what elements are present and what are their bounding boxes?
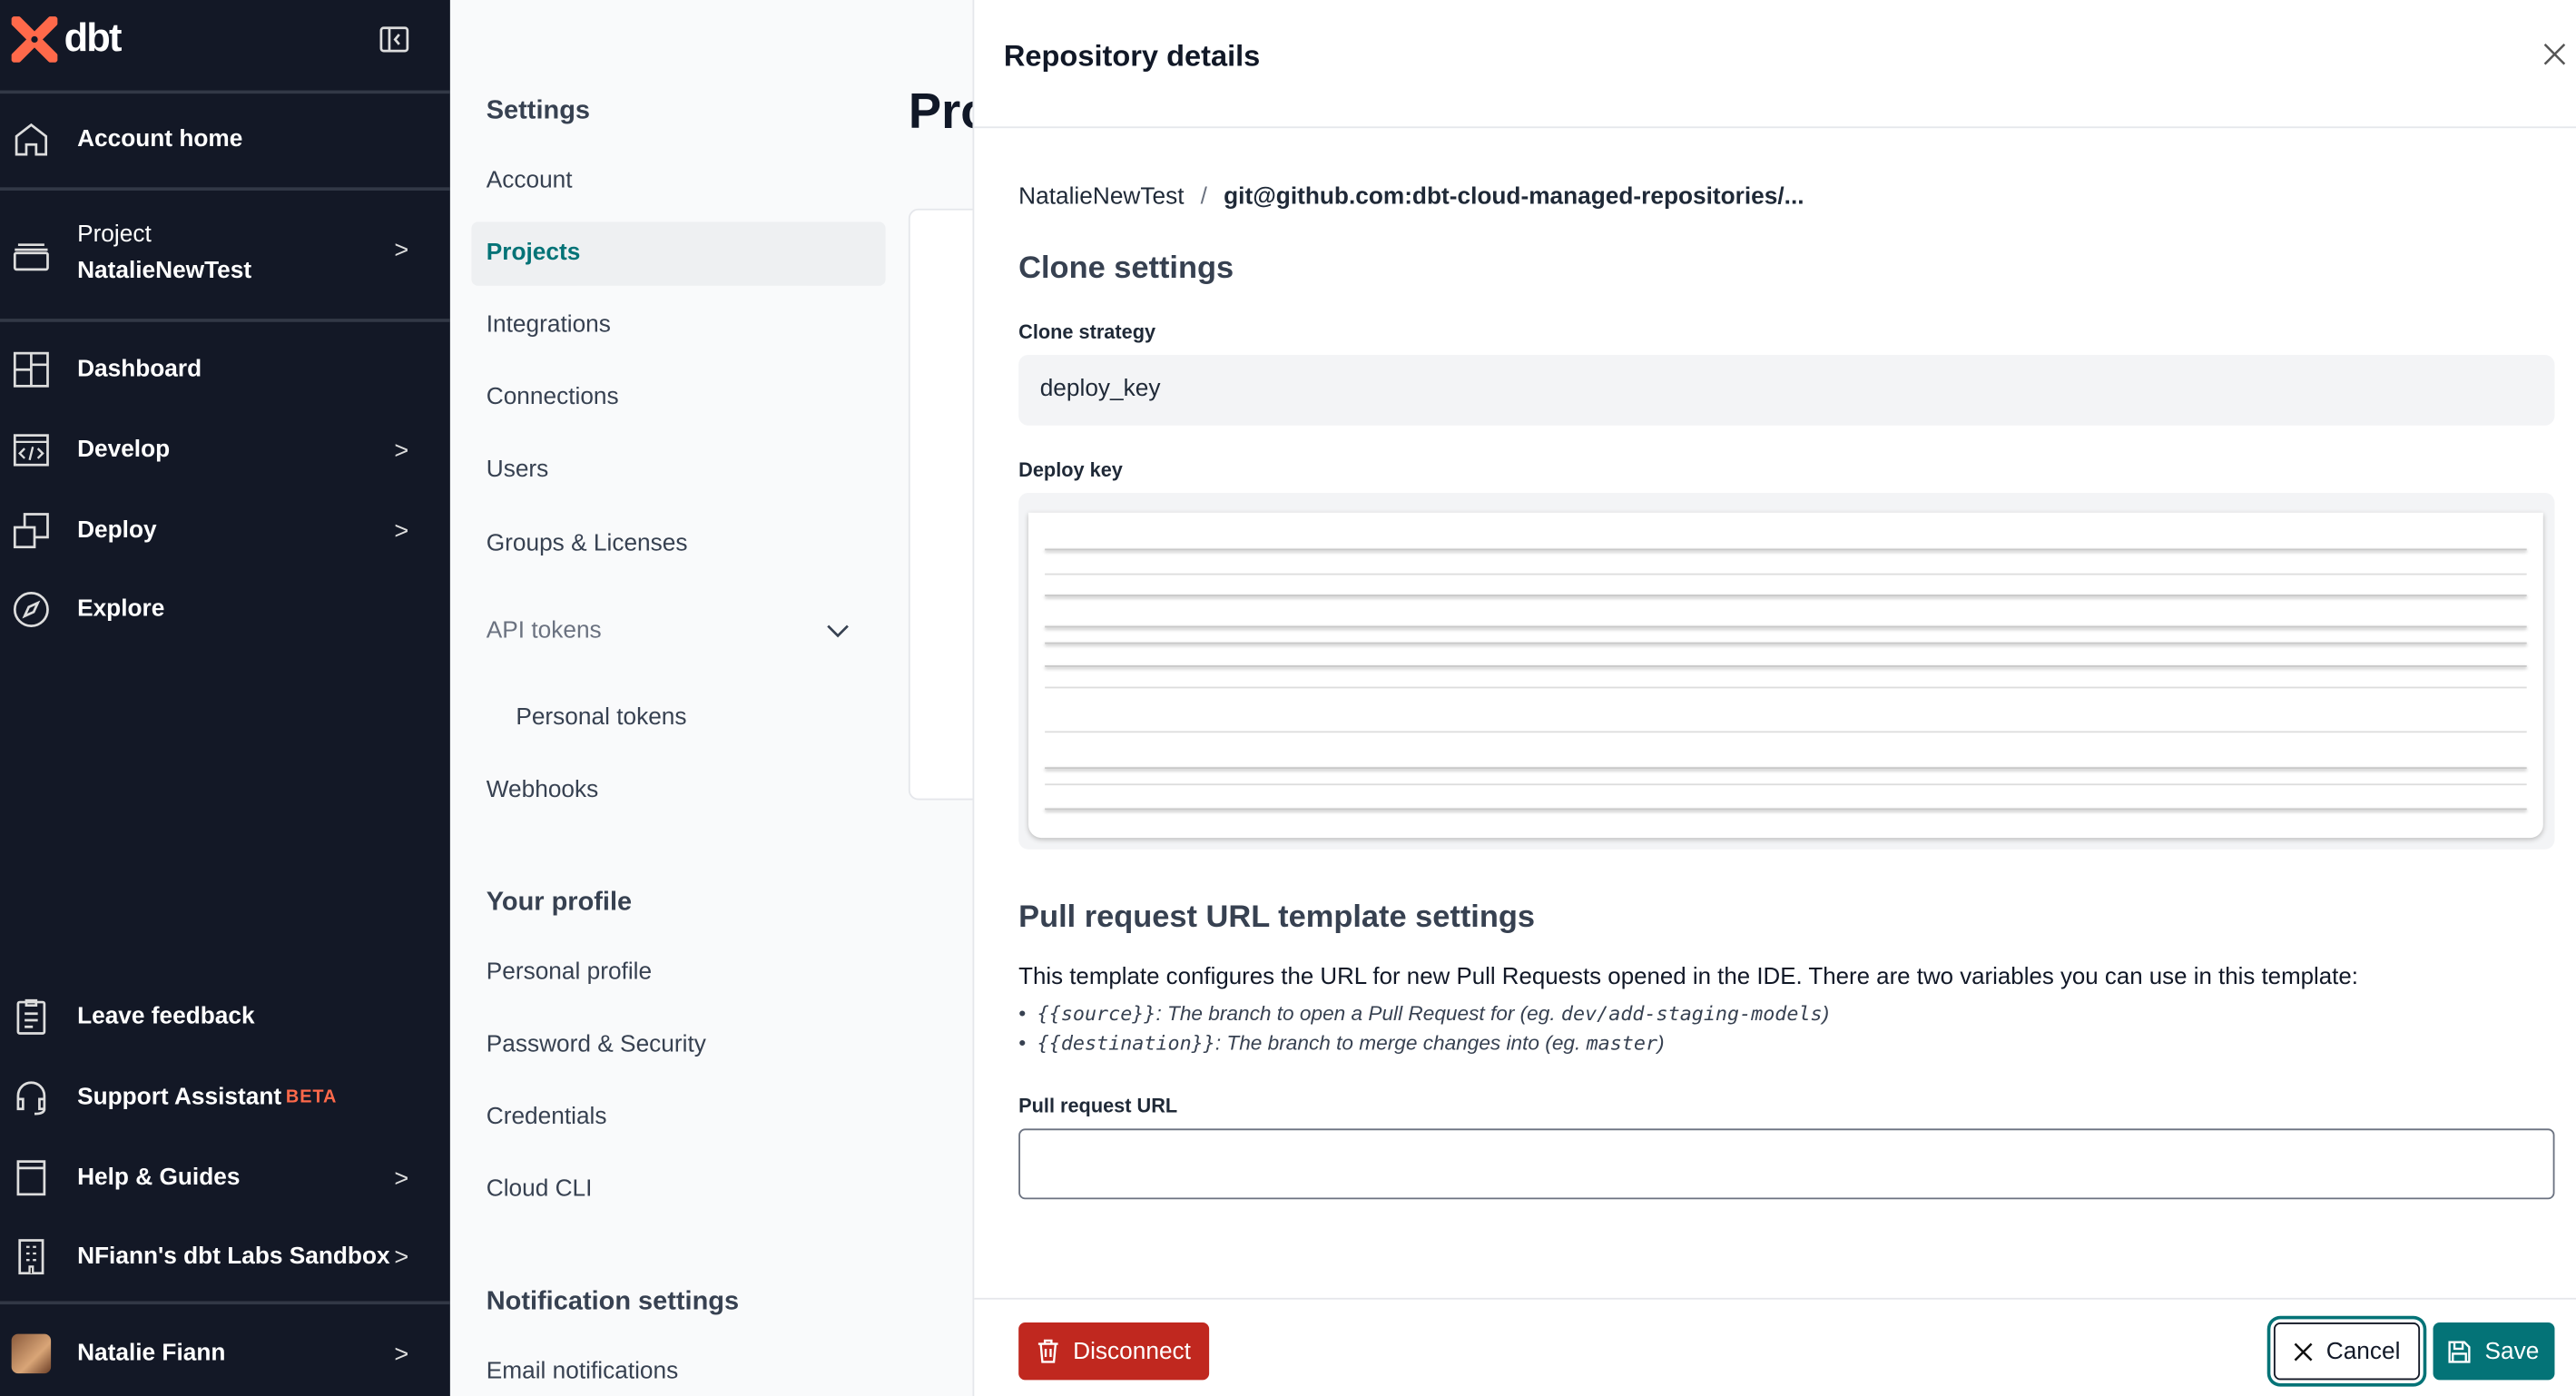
label: Support Assistant (77, 1084, 282, 1111)
nav-integrations[interactable]: Integrations (486, 311, 611, 339)
label: Cancel (2325, 1338, 2401, 1365)
close-icon (2294, 1342, 2313, 1361)
variable-list: • {{source}}: The branch to open a Pull … (1018, 1002, 1829, 1061)
nav-password-security[interactable]: Password & Security (486, 1031, 706, 1058)
repository-details-drawer: Repository details NatalieNewTest / git@… (972, 0, 2576, 1396)
collapse-sidebar-icon[interactable] (379, 26, 409, 53)
chevron-right-icon: > (394, 436, 409, 465)
label: Disconnect (1073, 1338, 1191, 1365)
nav-api-tokens[interactable]: API tokens (486, 617, 602, 644)
nav-account[interactable]: Account (486, 167, 573, 194)
nav-groups-licenses[interactable]: Groups & Licenses (486, 530, 688, 557)
label: Natalie Fiann (77, 1340, 226, 1367)
nav-users[interactable]: Users (486, 457, 549, 484)
sidebar-item-account-switcher[interactable]: NFiann's dbt Labs Sandbox > (0, 1235, 450, 1278)
pr-template-heading: Pull request URL template settings (1018, 900, 1536, 935)
label: Leave feedback (77, 1003, 255, 1030)
clone-strategy-label: Clone strategy (1018, 320, 1156, 344)
nav-projects-active[interactable] (471, 221, 886, 286)
sidebar-item-leave-feedback[interactable]: Leave feedback (0, 996, 450, 1038)
brand-name: dbt (64, 16, 123, 61)
breadcrumb-separator: / (1200, 183, 1207, 211)
save-icon (2449, 1340, 2472, 1362)
label-top: Project (77, 221, 152, 249)
beta-badge: BETA (285, 1087, 338, 1107)
label: Develop (77, 437, 171, 464)
dbt-logo-icon (11, 16, 58, 63)
building-icon (18, 1239, 44, 1275)
dbt-logo[interactable]: dbt (11, 16, 123, 63)
label: NFiann's dbt Labs Sandbox (77, 1244, 390, 1271)
trash-icon (1038, 1339, 1058, 1363)
disconnect-button[interactable]: Disconnect (1018, 1322, 1210, 1381)
label: Save (2484, 1338, 2540, 1365)
nav-webhooks[interactable]: Webhooks (486, 777, 599, 804)
chevron-right-icon: > (394, 236, 409, 265)
label: Account home (77, 126, 243, 153)
drawer-title: Repository details (1003, 39, 1261, 73)
clone-strategy-field: deploy_key (1018, 354, 2555, 426)
sidebar-item-user-profile[interactable]: Natalie Fiann > (0, 1332, 450, 1375)
deploy-key-value (1028, 512, 2543, 839)
pr-url-label: Pull request URL (1018, 1094, 1178, 1117)
project-icon (13, 243, 49, 271)
cancel-button[interactable]: Cancel (2273, 1322, 2421, 1381)
save-button[interactable]: Save (2433, 1322, 2555, 1381)
dashboard-icon (13, 351, 49, 388)
breadcrumb-project[interactable]: NatalieNewTest (1018, 183, 1185, 211)
clipboard-icon (16, 998, 46, 1035)
home-icon (15, 123, 48, 156)
your-profile-heading: Your profile (486, 889, 633, 917)
compass-icon (13, 592, 49, 627)
headset-icon (16, 1081, 46, 1116)
label: Help & Guides (77, 1165, 241, 1192)
book-icon (16, 1160, 46, 1196)
sidebar-item-explore[interactable]: Explore (0, 588, 450, 631)
nav-credentials[interactable]: Credentials (486, 1104, 607, 1131)
chevron-down-icon[interactable] (826, 623, 849, 639)
deploy-key-field[interactable] (1018, 492, 2555, 850)
nav-email-notifications[interactable]: Email notifications (486, 1358, 679, 1385)
sidebar-item-help-guides[interactable]: Help & Guides > (0, 1156, 450, 1199)
breadcrumb-repo: git@github.com:dbt-cloud-managed-reposit… (1224, 183, 1804, 211)
sidebar-item-deploy[interactable]: Deploy > (0, 509, 450, 552)
settings-heading: Settings (486, 96, 590, 125)
notification-settings-heading: Notification settings (486, 1288, 740, 1316)
settings-nav: Settings Account Projects Integrations C… (449, 0, 991, 1396)
label: Deploy (77, 517, 157, 545)
page-title: Pro (908, 85, 973, 140)
close-icon[interactable] (2543, 43, 2566, 65)
label: Explore (77, 596, 165, 623)
nav-connections[interactable]: Connections (486, 384, 619, 411)
code-icon (13, 434, 49, 467)
chevron-right-icon: > (394, 1243, 409, 1271)
chevron-right-icon: > (394, 1340, 409, 1368)
deploy-icon (13, 513, 49, 549)
sidebar-item-develop[interactable]: Develop > (0, 428, 450, 471)
label: Dashboard (77, 356, 202, 383)
clone-settings-heading: Clone settings (1018, 251, 1234, 286)
variable-source: • {{source}}: The branch to open a Pull … (1018, 1002, 1830, 1026)
sidebar: dbt Account home Project NatalieNewTest … (0, 0, 450, 1396)
pr-url-input[interactable] (1018, 1128, 2555, 1200)
sidebar-item-dashboard[interactable]: Dashboard (0, 349, 450, 391)
sidebar-item-account-home[interactable]: Account home (0, 118, 450, 161)
sidebar-item-project[interactable]: Project NatalieNewTest > (0, 217, 450, 292)
deploy-key-label: Deploy key (1018, 457, 1123, 482)
nav-cloud-cli[interactable]: Cloud CLI (486, 1175, 593, 1203)
avatar (11, 1333, 52, 1374)
label: NatalieNewTest (77, 258, 252, 285)
nav-personal-tokens[interactable]: Personal tokens (516, 704, 687, 732)
chevron-right-icon: > (394, 516, 409, 545)
pr-template-description: This template configures the URL for new… (1018, 964, 2358, 991)
sidebar-item-support-assistant[interactable]: Support Assistant BETA (0, 1076, 450, 1119)
nav-projects[interactable]: Projects (486, 240, 581, 267)
breadcrumb: NatalieNewTest / git@github.com:dbt-clou… (1018, 184, 1804, 211)
chevron-right-icon: > (394, 1164, 409, 1193)
nav-personal-profile[interactable]: Personal profile (486, 959, 653, 986)
variable-destination: • {{destination}}: The branch to merge c… (1018, 1031, 1665, 1055)
